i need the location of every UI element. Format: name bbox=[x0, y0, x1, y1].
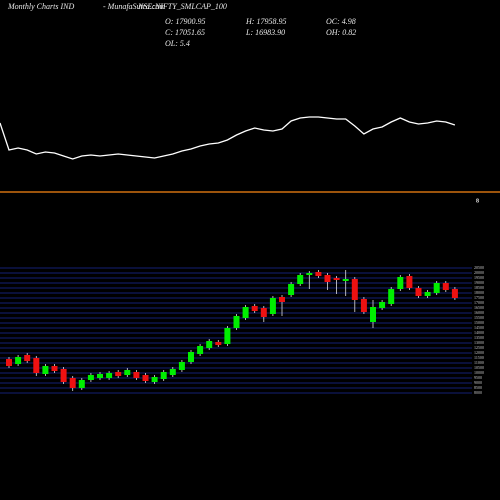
stat: OC: 4.98 bbox=[326, 17, 356, 26]
source: - MunafaSutra.com bbox=[103, 2, 165, 11]
candle-body bbox=[233, 316, 240, 328]
candle-body bbox=[360, 299, 367, 312]
candle-body bbox=[188, 352, 194, 362]
y-tick-label: 13000 bbox=[474, 340, 484, 345]
y-tick-label: 9500 bbox=[474, 375, 482, 380]
candle-body bbox=[251, 306, 258, 311]
y-tick-label: 19000 bbox=[474, 280, 484, 285]
y-tick-label: 14000 bbox=[474, 330, 484, 335]
candle-body bbox=[169, 369, 176, 375]
candle-body bbox=[415, 288, 422, 296]
y-tick-label: 11000 bbox=[474, 360, 484, 365]
candle-body bbox=[288, 284, 295, 295]
candle-body bbox=[315, 272, 322, 276]
y-tick-label: 8000 bbox=[474, 390, 482, 395]
stat: L: 16983.90 bbox=[245, 28, 285, 37]
y-tick-label: 20000 bbox=[474, 270, 484, 275]
y-tick-label: 16000 bbox=[474, 310, 484, 315]
candle-body bbox=[133, 372, 140, 378]
y-tick-label: 15500 bbox=[474, 315, 484, 320]
candle-body bbox=[142, 375, 149, 381]
candle-body bbox=[279, 297, 285, 302]
candle-body bbox=[433, 283, 440, 293]
stat: O: 17900.95 bbox=[165, 17, 205, 26]
y-tick-label: 13500 bbox=[474, 335, 484, 340]
candle-body bbox=[242, 307, 249, 318]
candle-body bbox=[333, 278, 340, 280]
candle-body bbox=[160, 372, 167, 379]
candle-body bbox=[215, 342, 222, 345]
candle-body bbox=[33, 358, 40, 373]
candle-body bbox=[451, 289, 458, 298]
indicator-line bbox=[0, 116, 456, 160]
y-tick-label: 16500 bbox=[474, 305, 484, 310]
candle-body bbox=[24, 355, 31, 361]
candle-body bbox=[406, 276, 413, 288]
panel-marker: 8 bbox=[476, 198, 479, 204]
y-tick-label: 18500 bbox=[474, 285, 484, 290]
y-tick-label: 15000 bbox=[474, 320, 484, 325]
y-tick-label: 10000 bbox=[474, 370, 484, 375]
chart-title: Monthly Charts IND bbox=[7, 2, 74, 11]
candle-body bbox=[151, 377, 158, 382]
candle-body bbox=[397, 277, 404, 289]
candle-body bbox=[442, 283, 449, 290]
y-tick-label: 19500 bbox=[474, 275, 484, 280]
stat: C: 17051.65 bbox=[165, 28, 205, 37]
candle-body bbox=[51, 366, 58, 371]
candle-body bbox=[97, 374, 103, 378]
y-tick-label: 12000 bbox=[474, 350, 484, 355]
stat: OL: 5.4 bbox=[165, 39, 190, 48]
candle-body bbox=[260, 308, 267, 317]
candle-body bbox=[60, 369, 67, 382]
stat: OH: 0.82 bbox=[326, 28, 356, 37]
candle-body bbox=[15, 357, 22, 364]
y-tick-label: 8500 bbox=[474, 385, 482, 390]
candle-body bbox=[324, 275, 331, 282]
candle-body bbox=[351, 279, 358, 300]
candle-body bbox=[224, 328, 231, 344]
candle-body bbox=[342, 279, 349, 281]
stat: H: 17958.95 bbox=[245, 17, 286, 26]
y-tick-label: 14500 bbox=[474, 325, 484, 330]
symbol: NSE:NIFTY_SMLCAP_100 bbox=[137, 2, 227, 11]
candle-body bbox=[206, 341, 213, 348]
y-tick-label: 9000 bbox=[474, 380, 482, 385]
y-tick-label: 20500 bbox=[474, 265, 484, 270]
candle-body bbox=[106, 373, 113, 378]
candle-body bbox=[370, 307, 376, 322]
y-tick-label: 10500 bbox=[474, 365, 484, 370]
candle-body bbox=[178, 362, 185, 370]
candle-body bbox=[6, 359, 12, 366]
candle-body bbox=[124, 370, 131, 375]
candle-body bbox=[69, 378, 76, 388]
candle-body bbox=[379, 302, 386, 308]
candle-body bbox=[297, 275, 304, 284]
candle-body bbox=[269, 298, 276, 314]
candle-body bbox=[87, 375, 94, 380]
y-tick-label: 17500 bbox=[474, 295, 484, 300]
candle-body bbox=[424, 292, 431, 296]
y-tick-label: 17000 bbox=[474, 300, 484, 305]
candle-body bbox=[388, 289, 395, 304]
candle-body bbox=[78, 380, 85, 388]
candle-body bbox=[306, 273, 313, 275]
candle-body bbox=[115, 372, 122, 376]
y-tick-label: 11500 bbox=[474, 355, 484, 360]
candle-body bbox=[197, 346, 204, 354]
y-tick-label: 18000 bbox=[474, 290, 484, 295]
y-tick-label: 12500 bbox=[474, 345, 484, 350]
candle-body bbox=[42, 366, 49, 374]
